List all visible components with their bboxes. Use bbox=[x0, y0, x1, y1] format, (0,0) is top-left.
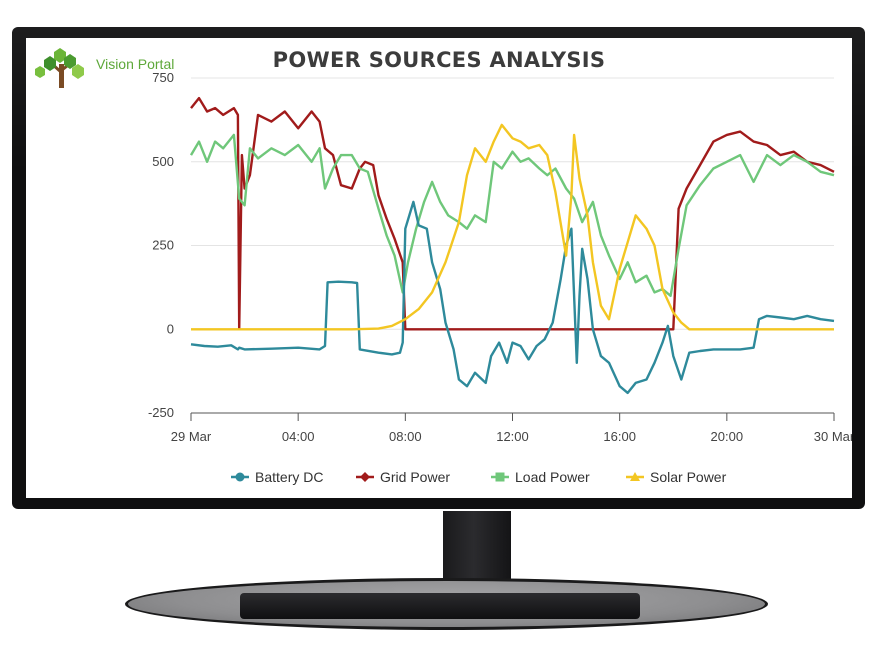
legend-label: Load Power bbox=[515, 469, 590, 485]
chart-legend: Battery DC Grid Power Load Power Solar Powe… bbox=[231, 469, 727, 485]
y-tick-label: 500 bbox=[152, 154, 174, 169]
series-line-solar-power bbox=[191, 123, 834, 331]
tree-logo-icon bbox=[35, 48, 84, 88]
monitor-screen: Vision Portal POWER SOURCES ANALYSIS 750… bbox=[26, 38, 852, 498]
x-tick-label: 30 Mar bbox=[814, 429, 852, 444]
monitor-neck bbox=[443, 511, 511, 589]
legend-marker-diamond-icon bbox=[360, 472, 370, 482]
x-tick-label: 20:00 bbox=[711, 429, 744, 444]
chart-title: POWER SOURCES ANALYSIS bbox=[272, 48, 606, 72]
brand-logo: Vision Portal bbox=[34, 42, 194, 90]
power-sources-chart: 750 500 250 0 -250 29 Mar 04:00 08:00 12:00 16:00… bbox=[148, 70, 852, 485]
x-tick-label: 04:00 bbox=[282, 429, 315, 444]
legend-item-grid-power: Grid Power bbox=[356, 469, 450, 485]
legend-label: Solar Power bbox=[650, 469, 727, 485]
x-tick-label: 12:00 bbox=[496, 429, 529, 444]
legend-label: Grid Power bbox=[380, 469, 450, 485]
legend-item-battery-dc: Battery DC bbox=[231, 469, 323, 485]
y-tick-label: 750 bbox=[152, 70, 174, 85]
x-tick-label: 29 Mar bbox=[171, 429, 212, 444]
series-line-grid-power bbox=[190, 96, 835, 331]
legend-label: Battery DC bbox=[255, 469, 323, 485]
x-tick-label: 16:00 bbox=[603, 429, 636, 444]
series-line-load-power bbox=[189, 133, 835, 297]
legend-marker-circle-icon bbox=[235, 472, 245, 482]
legend-marker-square-icon bbox=[495, 472, 505, 482]
y-tick-label: 250 bbox=[152, 238, 174, 253]
x-tick-label: 08:00 bbox=[389, 429, 422, 444]
series-line-battery-dc bbox=[190, 200, 835, 395]
brand-name: Vision Portal bbox=[96, 56, 175, 72]
y-tick-label: 0 bbox=[167, 321, 174, 336]
monitor-stand-plate bbox=[240, 593, 640, 619]
legend-marker-triangle-icon bbox=[630, 472, 640, 481]
legend-item-load-power: Load Power bbox=[491, 469, 590, 485]
legend-item-solar-power: Solar Power bbox=[626, 469, 727, 485]
y-tick-label: -250 bbox=[148, 405, 174, 420]
monitor-stand-base bbox=[125, 578, 768, 630]
